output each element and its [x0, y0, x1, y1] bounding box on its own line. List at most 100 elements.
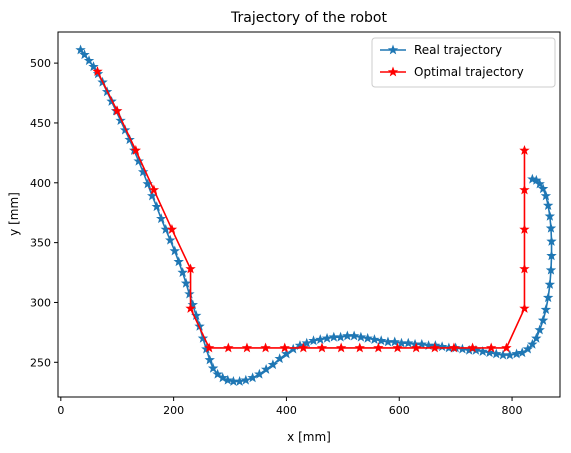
series-1-point — [165, 234, 176, 245]
y-axis: 250 300 350 400 450 500 — [30, 57, 58, 369]
series-2-point — [429, 342, 440, 353]
series-1-point — [545, 264, 557, 275]
series-2-point — [92, 66, 103, 76]
series-1-point — [362, 332, 373, 343]
series-1-point — [342, 330, 353, 341]
series-1-point — [542, 292, 554, 303]
series-1-point — [497, 349, 509, 360]
x-axis-label: x [mm] — [287, 430, 331, 444]
series-1-point — [240, 374, 252, 385]
series-1-point — [522, 343, 534, 354]
x-tick-label: 0 — [57, 404, 64, 417]
series-2-point — [130, 145, 142, 155]
series-1-point — [217, 372, 228, 383]
series-1-point — [546, 250, 557, 261]
y-tick-label: 400 — [30, 177, 51, 190]
legend-box — [371, 37, 556, 88]
series-2 — [92, 66, 530, 353]
x-tick-label: 800 — [502, 404, 523, 417]
series-1-point — [267, 359, 279, 370]
series-2-point — [279, 342, 290, 353]
series-1-point — [156, 213, 167, 224]
series-1-point — [88, 61, 99, 72]
series-2-point — [448, 342, 460, 353]
series-2-point — [166, 224, 178, 234]
series-1-point — [389, 336, 400, 347]
legend-label-2: Optimal trajectory — [414, 65, 524, 79]
series-1-point — [274, 353, 285, 364]
series-1-point — [348, 330, 360, 341]
series-2-point — [519, 263, 530, 274]
series-1-point — [545, 222, 557, 233]
series-2-point — [519, 145, 530, 155]
series-layer — [75, 44, 557, 386]
series-2-point — [501, 342, 512, 353]
y-tick-label: 450 — [30, 117, 51, 130]
series-1-point — [537, 314, 549, 325]
x-axis: 0 200 400 600 800 — [57, 397, 523, 417]
legend-marker-1 — [387, 44, 399, 55]
series-1-point — [301, 337, 312, 348]
series-1-point — [321, 332, 333, 343]
series-1-point — [169, 245, 180, 256]
series-1-point — [477, 346, 488, 356]
legend-marker-2 — [387, 66, 399, 77]
series-2-point — [223, 342, 234, 353]
series-1-point — [531, 332, 542, 343]
series-1-point — [204, 354, 215, 365]
series-2-point — [485, 342, 497, 353]
series-1-point — [527, 173, 538, 184]
series-2-point — [241, 342, 253, 353]
series-1-point — [504, 349, 515, 360]
series-1-point — [281, 348, 292, 359]
series-2-point — [112, 105, 123, 116]
series-1-point — [184, 288, 195, 299]
series-2-point — [185, 263, 196, 274]
series-2-point — [392, 342, 403, 353]
series-1-point — [416, 338, 427, 349]
series-1-point — [546, 235, 557, 246]
series-2-point — [335, 342, 347, 353]
series-1-line — [79, 49, 553, 383]
series-1-point — [542, 200, 554, 210]
series-1-point — [115, 115, 126, 125]
series-1-point — [491, 348, 502, 359]
series-2-point — [519, 302, 530, 313]
series-2-point — [519, 224, 530, 234]
series-1-point — [180, 277, 192, 288]
series-1-point — [247, 372, 258, 383]
series-2-point — [148, 184, 160, 195]
x-tick-label: 400 — [276, 404, 297, 417]
series-1-point — [534, 324, 545, 335]
series-1-point — [124, 134, 135, 145]
series-2-line — [96, 71, 526, 349]
series-2-point — [354, 342, 365, 353]
series-1-point — [315, 334, 326, 344]
series-1-point — [537, 183, 549, 194]
series-2-point — [467, 342, 478, 353]
series-1-point — [355, 331, 367, 342]
series-1-point — [544, 210, 556, 221]
series-1-point — [308, 335, 319, 346]
series-2-point — [298, 342, 309, 353]
series-1-point — [540, 304, 552, 315]
series-2-point — [410, 342, 422, 353]
series-1-point — [260, 364, 272, 374]
y-tick-label: 500 — [30, 57, 51, 70]
series-1-point — [137, 166, 149, 177]
y-tick-label: 350 — [30, 237, 51, 250]
series-2-point — [260, 342, 271, 353]
series-1-point — [133, 155, 144, 166]
series-2-point — [185, 302, 196, 313]
chart-title: Trajectory of the robot — [230, 10, 387, 26]
series-2-point — [203, 342, 215, 353]
series-1-point — [197, 332, 209, 343]
series-1-point — [540, 190, 552, 201]
series-1-point — [234, 375, 245, 386]
series-1-point — [75, 44, 86, 55]
series-1-point — [207, 362, 219, 373]
series-2-point — [316, 342, 328, 353]
x-tick-label: 600 — [389, 404, 410, 417]
legend: Real trajectory Optimal trajectory — [371, 37, 556, 88]
